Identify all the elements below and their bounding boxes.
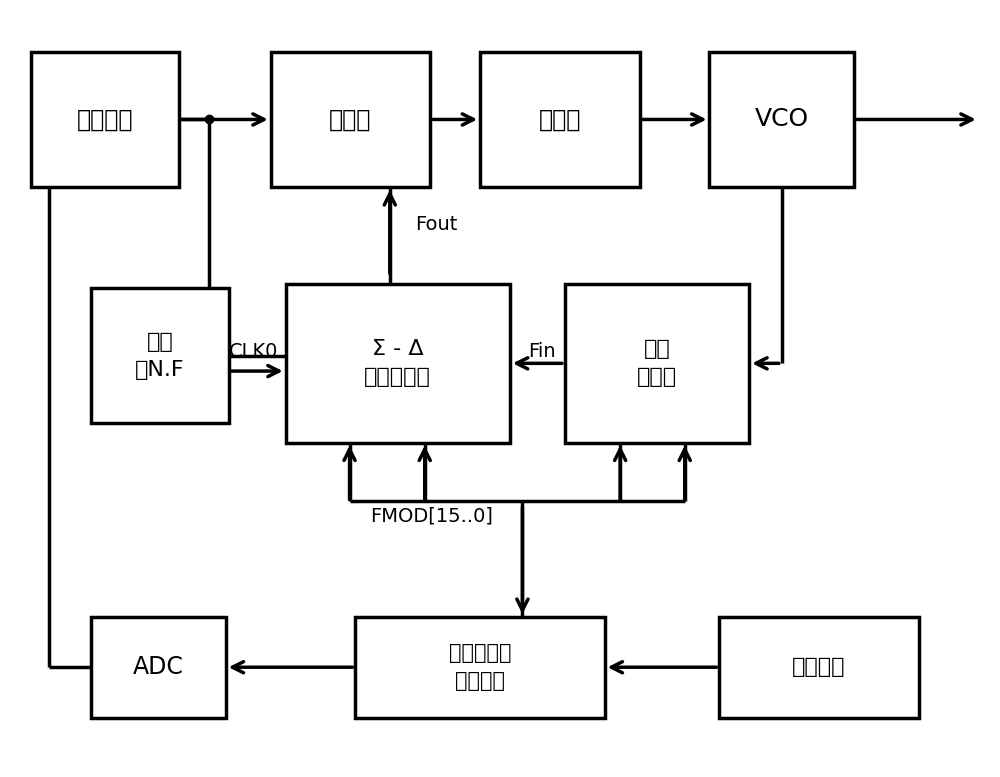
Bar — [91, 617, 226, 717]
Text: 鉴相器: 鉴相器 — [329, 107, 372, 131]
Bar — [271, 52, 430, 187]
Text: CLK0: CLK0 — [229, 342, 278, 361]
Bar — [480, 52, 640, 187]
Bar — [355, 617, 605, 717]
Text: FMOD[15..0]: FMOD[15..0] — [370, 506, 493, 525]
Text: Fout: Fout — [415, 214, 458, 234]
Text: 参考时钟: 参考时钟 — [77, 107, 133, 131]
Bar — [709, 52, 854, 187]
Text: 前置
分频器: 前置 分频器 — [637, 340, 677, 388]
Bar — [31, 52, 179, 187]
Bar — [286, 284, 510, 443]
Text: 分频
比N.F: 分频 比N.F — [135, 332, 185, 380]
Bar — [565, 284, 749, 443]
Text: 积分器: 积分器 — [539, 107, 581, 131]
Bar — [719, 617, 919, 717]
Text: 调制信号: 调制信号 — [792, 657, 846, 678]
Bar — [91, 287, 229, 423]
Text: ADC: ADC — [133, 655, 184, 679]
Text: VCO: VCO — [755, 107, 809, 131]
Text: Σ - Δ
小数分频器: Σ - Δ 小数分频器 — [364, 340, 431, 388]
Text: Fin: Fin — [528, 342, 556, 361]
Text: 增益、偏置
控制模块: 增益、偏置 控制模块 — [449, 643, 511, 692]
